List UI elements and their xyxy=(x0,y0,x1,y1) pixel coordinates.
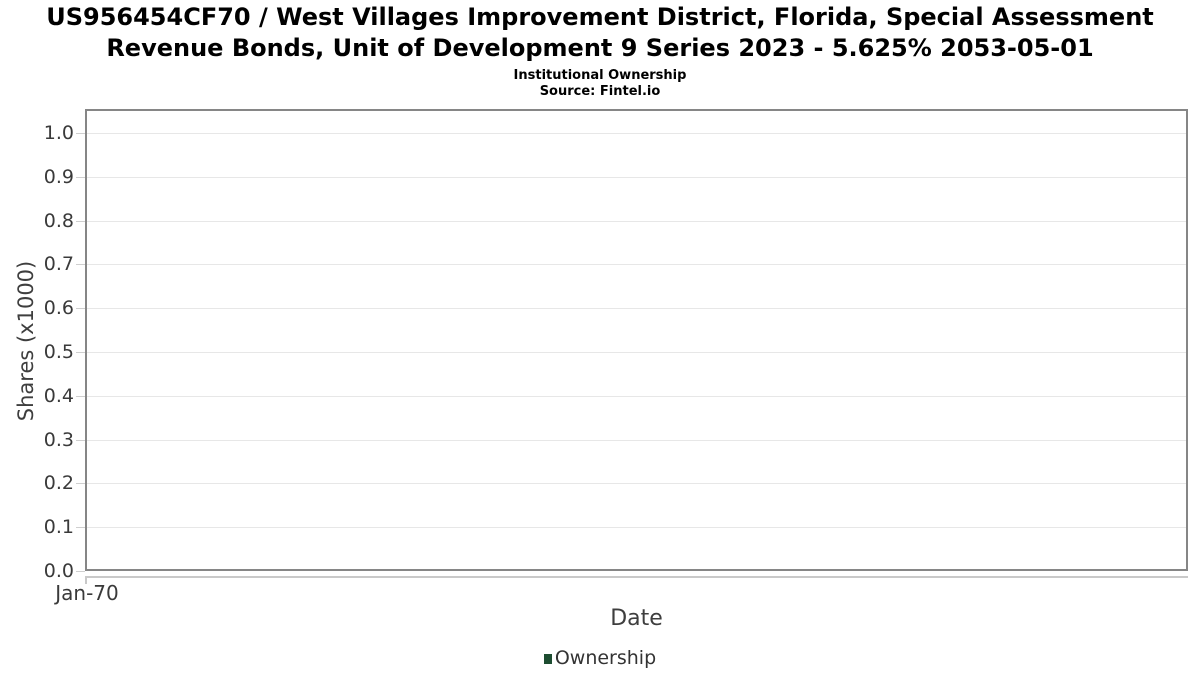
gridline-y-0.2 xyxy=(87,483,1186,484)
y-tick-mark-0.3 xyxy=(76,440,85,441)
gridline-y-0.8 xyxy=(87,221,1186,222)
y-tick-mark-0.6 xyxy=(76,308,85,309)
y-tick-label-0.9: 0.9 xyxy=(43,166,74,188)
chart-subtitle: Institutional Ownership xyxy=(513,68,687,83)
y-tick-label-0.4: 0.4 xyxy=(43,385,74,407)
chart-title: US956454CF70 / West Villages Improvement… xyxy=(0,2,1200,64)
y-tick-mark-0.8 xyxy=(76,221,85,222)
legend: Ownership xyxy=(0,645,1200,671)
y-tick-label-0.2: 0.2 xyxy=(43,472,74,494)
x-tick-mark xyxy=(85,576,87,584)
y-tick-mark-0.2 xyxy=(76,483,85,484)
y-tick-label-0.6: 0.6 xyxy=(43,297,74,319)
gridline-y-0.5 xyxy=(87,352,1186,353)
plot-area xyxy=(85,109,1188,571)
chart-title-line2: Revenue Bonds, Unit of Development 9 Ser… xyxy=(106,34,1094,62)
legend-swatch-ownership xyxy=(543,654,552,664)
y-tick-mark-0.1 xyxy=(76,527,85,528)
chart-source: Source: Fintel.io xyxy=(539,84,661,99)
y-tick-mark-0.4 xyxy=(76,396,85,397)
y-tick-label-0.5: 0.5 xyxy=(43,341,74,363)
gridline-y-0.3 xyxy=(87,440,1186,441)
x-tick-label-jan-70: Jan-70 xyxy=(55,581,119,605)
chart-title-line1: US956454CF70 / West Villages Improvement… xyxy=(46,3,1154,31)
y-tick-label-0.1: 0.1 xyxy=(43,516,74,538)
x-axis-line xyxy=(86,576,1188,578)
y-tick-mark-0.7 xyxy=(76,264,85,265)
gridline-y-0.7 xyxy=(87,264,1186,265)
y-tick-mark-0.9 xyxy=(76,177,85,178)
gridline-y-1.0 xyxy=(87,133,1186,134)
y-tick-label-1.0: 1.0 xyxy=(43,122,74,144)
y-tick-mark-0.5 xyxy=(76,352,85,353)
y-tick-label-0.3: 0.3 xyxy=(43,429,74,451)
legend-label-ownership: Ownership xyxy=(554,647,657,669)
y-tick-label-0.0: 0.0 xyxy=(43,560,74,582)
gridline-y-0.1 xyxy=(87,527,1186,528)
y-tick-mark-0.0 xyxy=(76,571,85,572)
gridline-y-0.6 xyxy=(87,308,1186,309)
y-tick-mark-1.0 xyxy=(76,133,85,134)
gridline-y-0.9 xyxy=(87,177,1186,178)
y-tick-label-0.8: 0.8 xyxy=(43,210,74,232)
y-tick-label-0.7: 0.7 xyxy=(43,253,74,275)
x-axis-label: Date xyxy=(610,606,663,631)
gridline-y-0.4 xyxy=(87,396,1186,397)
